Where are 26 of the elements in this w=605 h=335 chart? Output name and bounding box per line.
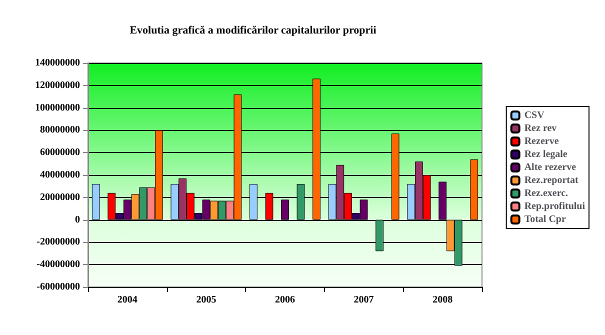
legend-label: CSV [524, 110, 546, 121]
y-tick-label: 80000000 [40, 124, 80, 136]
y-tick-label: -60000000 [36, 282, 80, 292]
legend-label: Rez.exerc. [524, 188, 569, 199]
legend-label: Rez rev [524, 123, 557, 134]
x-tick-label: 2007 [354, 294, 374, 306]
legend-label: Alte rezerve [524, 162, 577, 173]
legend-label: Rez.reportat [524, 175, 579, 186]
legend-label: Rez legale [524, 149, 568, 160]
y-tick-label: 140000000 [35, 58, 80, 68]
x-tick-label: 2005 [196, 294, 216, 306]
legend-label: Total Cpr [524, 214, 566, 225]
legend-label: Rezerve [524, 136, 560, 147]
y-tick-label: 120000000 [35, 80, 80, 91]
y-tick-label: 40000000 [40, 170, 80, 180]
x-tick-label: 2006 [275, 294, 295, 306]
x-tick-label: 2004 [117, 294, 138, 306]
y-tick-label: -20000000 [36, 236, 80, 248]
y-tick-label: 60000000 [40, 147, 80, 158]
y-tick-label: 20000000 [40, 192, 80, 203]
legend-label: Rep.profitului [524, 201, 586, 212]
chart-title: Evolutia grafică a modificărilor capitalurilor proprii [130, 24, 376, 36]
y-tick-label: 0 [75, 214, 80, 226]
y-tick-label: 100000000 [35, 102, 80, 114]
x-tick-label: 2008 [432, 294, 453, 306]
y-tick-label: -40000000 [36, 259, 80, 270]
